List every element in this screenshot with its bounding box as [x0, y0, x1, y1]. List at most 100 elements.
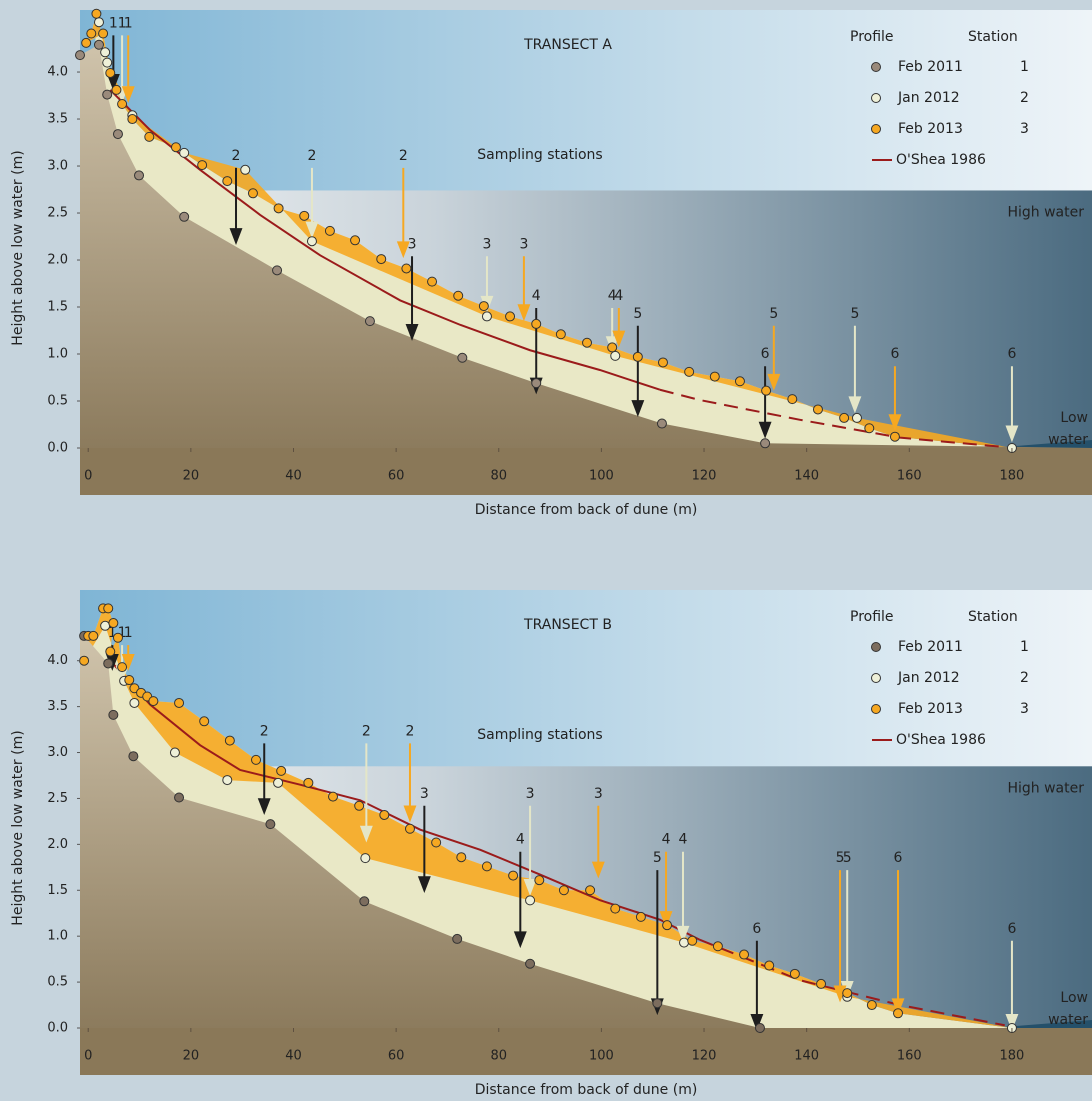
profile-point — [350, 235, 361, 246]
station-label: 2 — [406, 723, 415, 739]
profile-point — [328, 791, 338, 802]
profile-point — [787, 394, 798, 405]
profile-point — [103, 658, 114, 669]
profile-point — [102, 89, 113, 100]
profile-point — [379, 809, 390, 820]
y-tick-label: 0.5 — [47, 975, 68, 990]
station-label: 2 — [362, 723, 371, 739]
legend-swatch — [871, 62, 881, 72]
x-tick-label: 60 — [388, 469, 405, 484]
profile-point — [251, 754, 262, 765]
y-tick-label: 3.0 — [47, 159, 68, 174]
x-tick-label: 160 — [897, 1049, 922, 1064]
profile-point — [224, 735, 235, 746]
y-tick-label: 1.0 — [47, 347, 68, 362]
profile-point — [558, 885, 569, 896]
profile-point — [481, 861, 492, 872]
legend-station-header: Station — [968, 609, 1018, 625]
station-arrow — [1005, 366, 1019, 443]
profile-point — [531, 378, 542, 389]
station-arrow — [758, 366, 772, 439]
x-tick-label: 180 — [1000, 469, 1025, 484]
station-label: 3 — [482, 236, 491, 252]
profile-point — [632, 351, 643, 362]
profile-point — [839, 412, 850, 423]
station-arrow — [121, 645, 135, 671]
station-label: 1 — [109, 15, 118, 31]
station-label: 6 — [761, 346, 770, 362]
profile-point — [179, 147, 190, 158]
station-label: 6 — [894, 850, 903, 866]
sampling-label: Sampling stations — [477, 727, 602, 743]
profile-point — [687, 935, 698, 946]
station-arrow — [591, 805, 605, 879]
station-label: 5 — [653, 850, 662, 866]
station-label: 2 — [232, 148, 241, 164]
profile-point — [276, 765, 287, 776]
x-tick-label: 140 — [794, 469, 819, 484]
y-tick-label: 2.5 — [47, 791, 68, 806]
profile-point — [303, 777, 314, 788]
x-tick-label: 40 — [285, 1049, 302, 1064]
station-arrow — [676, 851, 690, 943]
profile-point — [761, 385, 772, 396]
profile-point — [272, 265, 283, 276]
x-tick-label: 140 — [794, 1049, 819, 1064]
station-label: 3 — [420, 786, 429, 802]
profile-point — [816, 978, 827, 989]
profile-point — [842, 988, 853, 999]
oshea-line-dashed — [659, 388, 1005, 449]
station-arrow — [523, 805, 537, 896]
profile-point — [98, 28, 109, 39]
ground-band — [80, 448, 1092, 495]
profile-point — [431, 837, 442, 848]
station-label: 2 — [307, 148, 316, 164]
profile-point — [179, 211, 190, 222]
profile-point — [364, 316, 375, 327]
profile-point — [124, 674, 135, 685]
y-tick-label: 2.0 — [47, 837, 68, 852]
profile-point — [866, 1000, 877, 1011]
profile-point — [100, 47, 111, 58]
profile-point — [635, 911, 646, 922]
profile-point — [222, 176, 233, 187]
station-arrow — [517, 256, 531, 322]
y-tick-label: 1.5 — [47, 883, 68, 898]
low-water-label: Low — [1060, 410, 1088, 426]
profile-point — [197, 160, 208, 171]
station-arrow — [848, 325, 862, 414]
y-tick-label: 2.0 — [47, 253, 68, 268]
legend-station-key: 1 — [1020, 639, 1029, 655]
station-label: 6 — [752, 921, 761, 937]
profile-point — [170, 142, 181, 153]
x-tick-label: 20 — [183, 469, 200, 484]
y-tick-label: 4.0 — [47, 65, 68, 80]
station-label: 1 — [118, 625, 127, 641]
y-tick-label: 2.5 — [47, 206, 68, 221]
profile-point — [359, 896, 370, 907]
profile-point — [452, 933, 463, 944]
oshea-line — [109, 660, 701, 941]
profile-point — [273, 203, 284, 214]
profile-point — [652, 998, 663, 1009]
profile-point — [112, 129, 123, 140]
profile-point — [456, 852, 467, 863]
station-arrow — [891, 870, 905, 1016]
profile-point — [105, 67, 116, 78]
profile-point — [75, 50, 85, 61]
profile-point — [247, 188, 258, 199]
profile-point — [427, 276, 438, 287]
sampling-label: Sampling stations — [477, 147, 602, 163]
legend-label: Feb 2013 — [898, 701, 963, 717]
y-tick-label: 3.5 — [47, 112, 68, 127]
profile-point — [79, 655, 90, 666]
station-arrow — [403, 743, 417, 823]
profile-point — [739, 949, 750, 960]
profile-point — [129, 697, 140, 708]
ground-area — [80, 44, 1092, 448]
station-label: 6 — [890, 346, 899, 362]
station-arrow — [750, 940, 764, 1031]
station-label: 3 — [526, 786, 535, 802]
